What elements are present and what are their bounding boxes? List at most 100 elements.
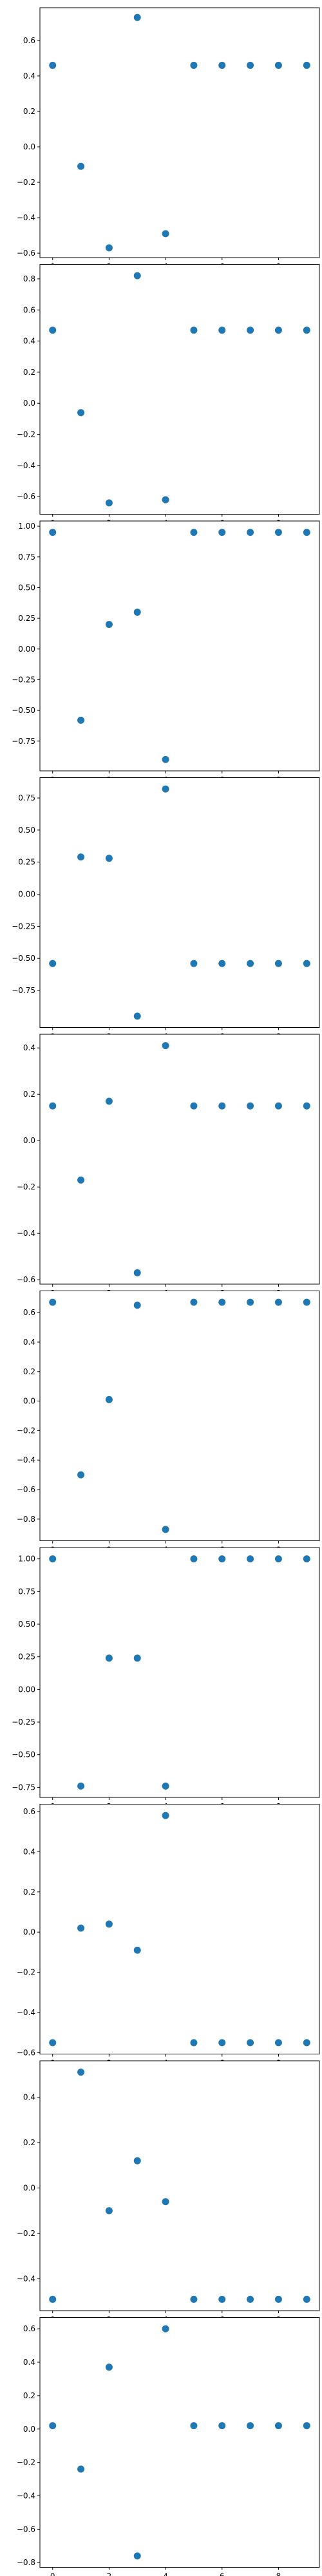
data-point <box>190 1102 198 1110</box>
data-point <box>49 327 57 334</box>
x-tick-label: 0 <box>50 2572 55 2576</box>
y-tick-label: 0.2 <box>23 107 35 116</box>
data-point <box>274 327 282 334</box>
data-point <box>274 1298 282 1306</box>
y-tick-label: 0.50 <box>18 583 35 592</box>
data-point <box>218 2039 226 2047</box>
chart-panel-6: 02468−0.8−0.6−0.4−0.20.00.20.40.6 <box>17 1291 320 1555</box>
y-tick-label: 0.6 <box>23 1308 35 1317</box>
y-tick-label: −0.2 <box>17 178 35 187</box>
y-tick-label: 0.0 <box>23 1397 35 1406</box>
data-point <box>274 1102 282 1110</box>
chart-panel-2: 02468−0.6−0.4−0.20.00.20.40.60.8 <box>17 264 320 528</box>
data-point <box>77 1471 85 1479</box>
data-point <box>190 960 198 967</box>
data-point <box>218 1555 226 1563</box>
data-point <box>49 1298 57 1306</box>
y-tick-label: −0.2 <box>17 1426 35 1435</box>
data-point <box>162 1812 169 1819</box>
data-point <box>133 609 141 616</box>
axes-frame <box>39 264 320 515</box>
data-point <box>49 2039 57 2047</box>
y-tick-label: 0.0 <box>23 399 35 408</box>
data-point <box>49 1555 57 1563</box>
y-tick-label: 0.2 <box>23 1888 35 1897</box>
data-point <box>190 1298 198 1306</box>
data-point <box>77 1176 85 1184</box>
y-tick-label: −0.4 <box>17 213 35 222</box>
chart-panel-8: 02468−0.6−0.4−0.20.00.20.40.6 <box>17 1804 320 2068</box>
y-tick-label: 0.4 <box>23 2358 35 2367</box>
axes-frame <box>39 7 320 258</box>
y-tick-label: 0.6 <box>23 1807 35 1816</box>
y-tick-label: −0.50 <box>12 706 35 715</box>
data-point <box>218 529 226 536</box>
y-tick-label: 1.00 <box>18 1555 35 1564</box>
y-tick-label: −0.8 <box>17 2558 35 2567</box>
data-point <box>274 960 282 967</box>
y-tick-label: 0.4 <box>23 1043 35 1052</box>
data-point <box>77 853 85 861</box>
y-tick-label: −0.25 <box>12 1718 35 1727</box>
axes-frame <box>39 2317 320 2568</box>
chart-panel-7: 02468−0.75−0.50−0.250.000.250.500.751.00 <box>12 1547 320 1811</box>
y-tick-label: 0.25 <box>18 1653 35 1662</box>
data-point <box>218 960 226 967</box>
data-point <box>77 716 85 724</box>
y-tick-label: 0.4 <box>23 1338 35 1347</box>
y-tick-label: −0.2 <box>17 2229 35 2238</box>
data-point <box>218 1298 226 1306</box>
data-point <box>162 2198 169 2206</box>
y-tick-label: −0.75 <box>12 737 35 746</box>
data-point <box>303 1555 310 1563</box>
y-tick-label: −0.75 <box>12 986 35 995</box>
data-point <box>303 61 310 69</box>
data-point <box>303 529 310 536</box>
y-tick-label: 0.4 <box>23 337 35 346</box>
data-point <box>274 2422 282 2430</box>
data-point <box>190 2295 198 2303</box>
data-point <box>190 2422 198 2430</box>
data-point <box>247 327 254 334</box>
y-tick-label: 0.2 <box>23 368 35 377</box>
y-tick-label: −0.4 <box>17 461 35 470</box>
y-tick-label: 0.4 <box>23 1847 35 1856</box>
data-point <box>247 2039 254 2047</box>
data-point <box>274 2295 282 2303</box>
data-point <box>105 2363 113 2371</box>
axes-frame <box>39 1547 320 1798</box>
x-tick-label: 6 <box>220 2572 225 2576</box>
data-point <box>77 162 85 170</box>
data-point <box>247 61 254 69</box>
data-point <box>247 529 254 536</box>
y-tick-label: −0.8 <box>17 1515 35 1524</box>
data-point <box>77 2069 85 2076</box>
data-point <box>105 621 113 629</box>
data-point <box>218 61 226 69</box>
y-tick-label: −0.4 <box>17 1229 35 1238</box>
y-tick-label: −0.50 <box>12 1750 35 1759</box>
chart-panel-3: 02468−0.75−0.50−0.250.000.250.500.751.00 <box>12 520 320 784</box>
data-point <box>274 61 282 69</box>
data-point <box>218 327 226 334</box>
data-point <box>105 244 113 252</box>
axes-frame <box>39 1034 320 1285</box>
data-point <box>162 785 169 793</box>
axes-frame <box>39 1804 320 2054</box>
y-tick-label: 0.6 <box>23 305 35 314</box>
data-point <box>133 1654 141 1662</box>
data-point <box>105 1097 113 1105</box>
axes-frame <box>39 2060 320 2311</box>
data-point <box>247 1102 254 1110</box>
y-tick-label: −0.4 <box>17 1455 35 1464</box>
data-point <box>303 960 310 967</box>
data-point <box>133 1269 141 1276</box>
data-point <box>303 1102 310 1110</box>
data-point <box>162 1782 169 1790</box>
data-point <box>49 2295 57 2303</box>
y-tick-label: −0.4 <box>17 2491 35 2500</box>
y-tick-label: 0.50 <box>18 1620 35 1629</box>
data-point <box>247 1555 254 1563</box>
axes-frame <box>39 777 320 1028</box>
